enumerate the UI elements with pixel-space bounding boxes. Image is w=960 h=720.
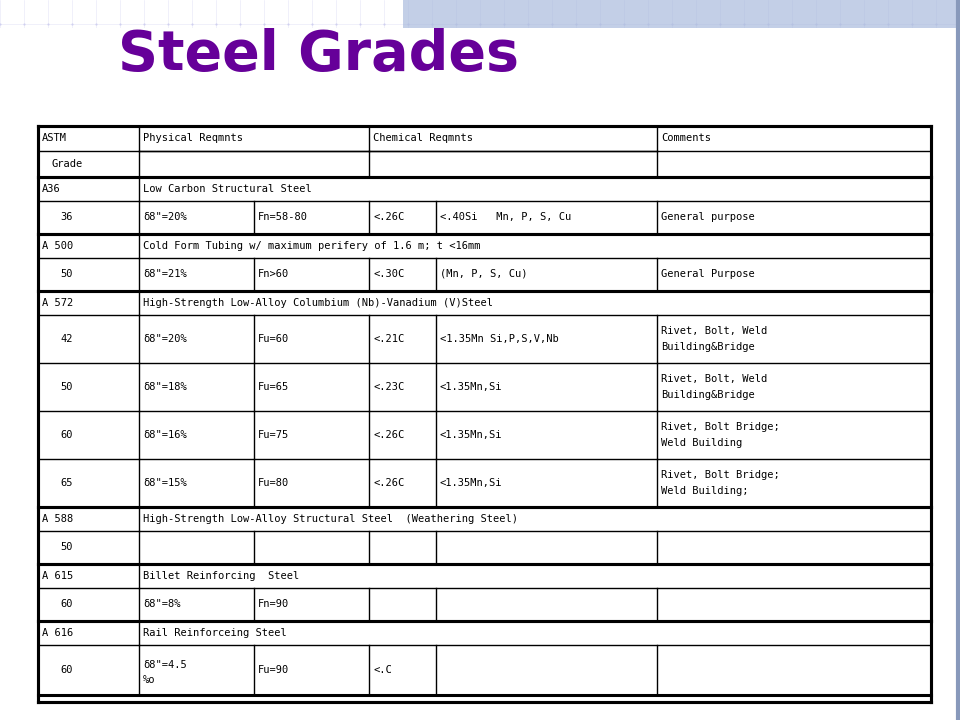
Text: Chemical Reqmnts: Chemical Reqmnts	[373, 133, 473, 143]
Text: <1.35Mn,Si: <1.35Mn,Si	[440, 382, 502, 392]
Text: <.30C: <.30C	[373, 269, 404, 279]
Text: Rivet, Bolt, Weld: Rivet, Bolt, Weld	[661, 326, 767, 336]
Text: Fu=80: Fu=80	[258, 478, 289, 488]
Text: Rivet, Bolt, Weld: Rivet, Bolt, Weld	[661, 374, 767, 384]
Text: <.26C: <.26C	[373, 212, 404, 222]
Text: δ8"=20%: δ8"=20%	[143, 212, 187, 222]
Text: %o: %o	[143, 675, 156, 685]
Text: <.40Si   Mn, P, S, Cu: <.40Si Mn, P, S, Cu	[440, 212, 571, 222]
Text: 50: 50	[60, 269, 73, 279]
Text: <.21C: <.21C	[373, 334, 404, 344]
Text: Fn>60: Fn>60	[258, 269, 289, 279]
Text: 36: 36	[60, 212, 73, 222]
Text: Rivet, Bolt Bridge;: Rivet, Bolt Bridge;	[661, 422, 780, 432]
Text: Cold Form Tubing w/ maximum perifery of 1.6 m; t <16mm: Cold Form Tubing w/ maximum perifery of …	[143, 241, 481, 251]
Text: Fu=90: Fu=90	[258, 665, 289, 675]
Text: Billet Reinforcing  Steel: Billet Reinforcing Steel	[143, 571, 300, 581]
Text: 60: 60	[60, 430, 73, 440]
Text: <1.35Mn,Si: <1.35Mn,Si	[440, 478, 502, 488]
Text: <1.35Mn,Si: <1.35Mn,Si	[440, 430, 502, 440]
Text: 42: 42	[60, 334, 73, 344]
Text: 50: 50	[60, 382, 73, 392]
Text: Fu=65: Fu=65	[258, 382, 289, 392]
Text: Building&Bridge: Building&Bridge	[661, 342, 755, 352]
Text: Steel Grades: Steel Grades	[118, 28, 519, 82]
Text: δ8"=16%: δ8"=16%	[143, 430, 187, 440]
Text: δ8"=20%: δ8"=20%	[143, 334, 187, 344]
Text: Rail Reinforceing Steel: Rail Reinforceing Steel	[143, 628, 287, 638]
Bar	[403, 0, 960, 28]
Text: General Purpose: General Purpose	[661, 269, 755, 279]
Text: δ8"=15%: δ8"=15%	[143, 478, 187, 488]
Text: δ8"=18%: δ8"=18%	[143, 382, 187, 392]
Text: A36: A36	[42, 184, 60, 194]
Text: δ8"=8%: δ8"=8%	[143, 599, 180, 609]
Text: A 572: A 572	[42, 298, 73, 308]
Text: Comments: Comments	[661, 133, 711, 143]
Text: Physical Reqmnts: Physical Reqmnts	[143, 133, 243, 143]
Text: Fn=90: Fn=90	[258, 599, 289, 609]
Text: (Mn, P, S, Cu): (Mn, P, S, Cu)	[440, 269, 527, 279]
Text: A 615: A 615	[42, 571, 73, 581]
Text: Low Carbon Structural Steel: Low Carbon Structural Steel	[143, 184, 312, 194]
Text: <.23C: <.23C	[373, 382, 404, 392]
Text: 50: 50	[60, 542, 73, 552]
Text: A 616: A 616	[42, 628, 73, 638]
Text: Weld Building;: Weld Building;	[661, 486, 749, 496]
Text: <.C: <.C	[373, 665, 392, 675]
Text: 60: 60	[60, 665, 73, 675]
Text: <.26C: <.26C	[373, 430, 404, 440]
Text: 60: 60	[60, 599, 73, 609]
Text: Fu=60: Fu=60	[258, 334, 289, 344]
Text: ASTM: ASTM	[42, 133, 67, 143]
Text: Building&Bridge: Building&Bridge	[661, 390, 755, 400]
Text: <.26C: <.26C	[373, 478, 404, 488]
Text: General purpose: General purpose	[661, 212, 755, 222]
Text: High-Strength Low-Alloy Structural Steel  (Weathering Steel): High-Strength Low-Alloy Structural Steel…	[143, 514, 518, 524]
Text: High-Strength Low-Alloy Columbium (Nb)-Vanadium (V)Steel: High-Strength Low-Alloy Columbium (Nb)-V…	[143, 298, 493, 308]
Text: Weld Building: Weld Building	[661, 438, 742, 448]
Text: Grade: Grade	[52, 159, 84, 169]
Text: <1.35Mn Si,P,S,V,Nb: <1.35Mn Si,P,S,V,Nb	[440, 334, 559, 344]
Text: Fu=75: Fu=75	[258, 430, 289, 440]
Text: Rivet, Bolt Bridge;: Rivet, Bolt Bridge;	[661, 470, 780, 480]
Text: 65: 65	[60, 478, 73, 488]
Text: δ8"=4.5: δ8"=4.5	[143, 660, 187, 670]
Text: A 588: A 588	[42, 514, 73, 524]
Text: δ8"=21%: δ8"=21%	[143, 269, 187, 279]
Text: Fn=58-80: Fn=58-80	[258, 212, 308, 222]
Text: A 500: A 500	[42, 241, 73, 251]
